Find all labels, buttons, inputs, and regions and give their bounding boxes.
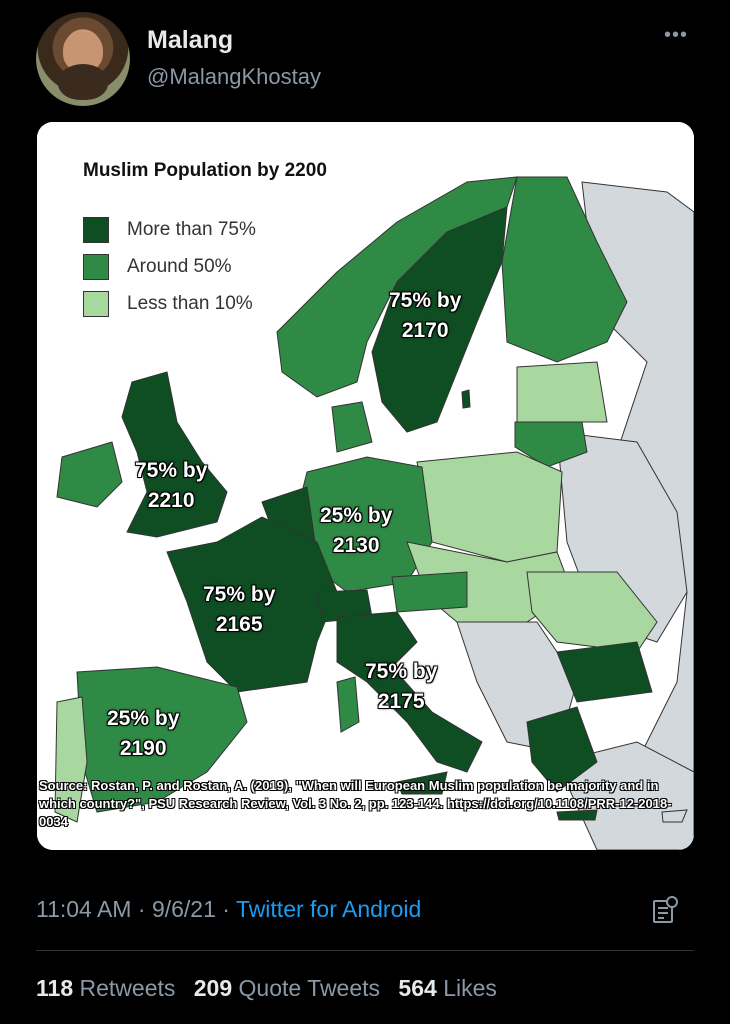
map-title: Muslim Population by 2200: [83, 160, 327, 181]
map-source-citation: Source: Rostan, P. and Rostan, A. (2019)…: [39, 778, 672, 829]
region-italy: [336, 611, 483, 773]
region-denmark: [331, 401, 373, 453]
region-great-britain: [121, 371, 228, 538]
region-ireland: [56, 441, 123, 508]
author-name[interactable]: Malang: [147, 26, 234, 54]
region-spain: [76, 666, 248, 813]
map-label-uk: 75% by 2210: [135, 456, 207, 516]
avatar-beard: [58, 64, 108, 100]
retweets-stat[interactable]: 118 Retweets: [36, 975, 175, 1001]
tweet-stats: 118 Retweets 209 Quote Tweets 564 Likes: [36, 975, 509, 1002]
retweets-label: Retweets: [79, 975, 176, 1001]
region-finland: [501, 176, 628, 363]
legend-item-less-than-10: Less than 10%: [83, 290, 253, 317]
more-options-icon[interactable]: •••: [664, 24, 689, 46]
legend-item-around-50: Around 50%: [83, 253, 232, 280]
region-bulgaria: [556, 641, 653, 703]
legend-label: Around 50%: [127, 255, 232, 277]
map-label-line: 2170: [401, 319, 449, 342]
tweet-date[interactable]: 9/6/21: [151, 896, 216, 922]
region-portugal: [54, 696, 88, 823]
map-label-italy: 75% by 2175: [365, 657, 437, 717]
tweet-timestamp-row: 11:04 AM · 9/6/21 · Twitter for Android: [36, 896, 421, 923]
separator-dot: ·: [137, 896, 152, 922]
legend-item-more-than-75: More than 75%: [83, 216, 256, 243]
region-sicily: [396, 771, 448, 795]
europe-map: [37, 122, 694, 850]
region-sardinia: [336, 676, 360, 733]
region-gotland: [461, 389, 471, 409]
legend-swatch-medium: [83, 253, 109, 280]
map-label-line: 25% by: [107, 707, 180, 730]
region-sweden: [371, 206, 508, 433]
region-greece: [526, 706, 598, 793]
map-label-line: 2130: [332, 534, 380, 557]
map-label-line: 2190: [119, 737, 167, 760]
region-crete: [556, 809, 598, 821]
map-label-line: 2165: [215, 613, 263, 636]
map-label-line: 75% by: [389, 289, 462, 312]
region-russia: [581, 181, 694, 850]
legend-swatch-light: [83, 290, 109, 317]
region-lithuania: [514, 421, 588, 468]
quote-tweets-label: Quote Tweets: [238, 975, 381, 1001]
tweet-client-link[interactable]: Twitter for Android: [235, 896, 422, 922]
analytics-icon[interactable]: [652, 896, 678, 924]
map-label-line: 75% by: [135, 459, 208, 482]
quote-tweets-count: 209: [193, 975, 233, 1001]
legend-swatch-dark: [83, 216, 109, 243]
separator-dot: ·: [222, 896, 236, 922]
map-label-scandinavia: 75% by 2170: [389, 286, 461, 346]
region-estonia-latvia: [516, 361, 608, 423]
avatar[interactable]: [36, 12, 130, 106]
divider: [36, 950, 694, 951]
map-label-spain: 25% by 2190: [107, 704, 179, 764]
legend-label: More than 75%: [127, 218, 256, 240]
map-label-line: 25% by: [320, 504, 393, 527]
quote-tweets-stat[interactable]: 209 Quote Tweets: [194, 975, 380, 1001]
tweet-image-map[interactable]: Muslim Population by 2200 More than 75% …: [37, 122, 694, 850]
region-france: [166, 516, 338, 693]
map-label-line: 75% by: [365, 660, 438, 683]
region-austria: [391, 571, 468, 613]
likes-count: 564: [398, 975, 437, 1001]
map-label-line: 75% by: [203, 583, 276, 606]
retweets-count: 118: [36, 975, 74, 1001]
legend-label: Less than 10%: [127, 292, 253, 314]
region-cyprus: [661, 809, 688, 823]
map-label-germany: 25% by 2130: [320, 501, 392, 561]
tweet-time[interactable]: 11:04 AM: [36, 896, 132, 922]
map-label-line: 2210: [147, 489, 195, 512]
region-turkey-greece-grey: [556, 741, 694, 850]
map-label-line: 2175: [377, 690, 425, 713]
map-label-france: 75% by 2165: [203, 580, 275, 640]
author-handle[interactable]: @MalangKhostay: [147, 64, 321, 89]
likes-label: Likes: [443, 975, 497, 1001]
likes-stat[interactable]: 564 Likes: [398, 975, 496, 1001]
